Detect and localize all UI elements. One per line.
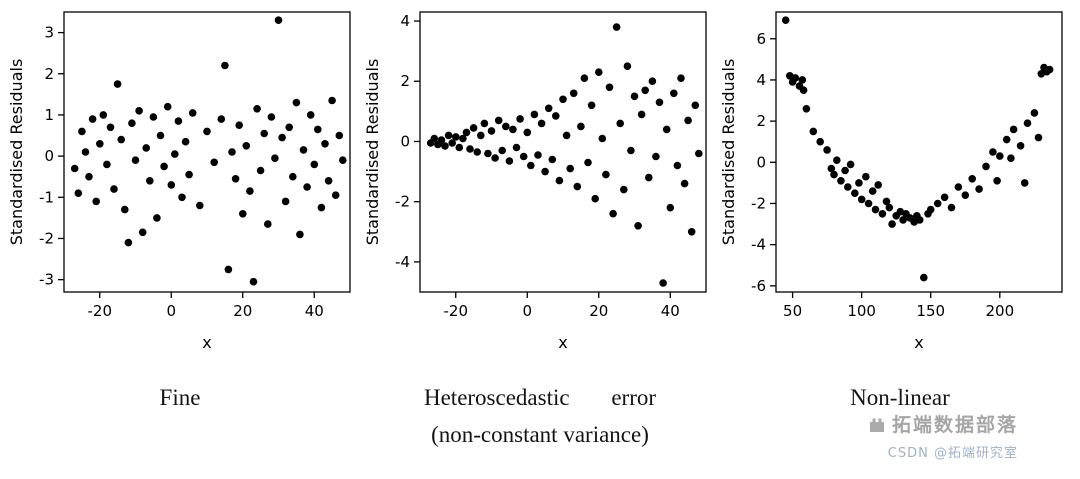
svg-text:100: 100 — [847, 302, 876, 320]
svg-text:200: 200 — [986, 302, 1015, 320]
svg-text:-1: -1 — [39, 188, 54, 206]
svg-text:20: 20 — [589, 302, 608, 320]
svg-text:-3: -3 — [39, 271, 54, 289]
svg-text:-2: -2 — [751, 194, 766, 212]
svg-text:-20: -20 — [444, 302, 469, 320]
svg-text:-6: -6 — [751, 277, 766, 295]
y-axis-label-fine: Standardised Residuals — [7, 59, 26, 246]
svg-text:-2: -2 — [395, 193, 410, 211]
svg-text:40: 40 — [305, 302, 324, 320]
x-axis-label-nonlinear: x — [914, 333, 923, 352]
watermark-castle-icon — [867, 414, 887, 434]
svg-text:20: 20 — [233, 302, 252, 320]
svg-text:4: 4 — [756, 71, 766, 89]
x-axis-label-fine: x — [202, 333, 211, 352]
svg-text:1: 1 — [44, 106, 54, 124]
svg-text:-4: -4 — [395, 253, 410, 271]
svg-text:150: 150 — [916, 302, 945, 320]
svg-text:0: 0 — [166, 302, 176, 320]
svg-text:6: 6 — [756, 30, 766, 48]
svg-text:4: 4 — [400, 12, 410, 30]
chart-row: -20 0 20 40 -3 -2 -1 0 1 2 3 Standardised Residual… — [6, 4, 1074, 354]
caption-fine: Fine — [0, 384, 360, 450]
caption-fine-text: Fine — [159, 385, 201, 410]
y-axis-label-nonlinear: Standardised Residuals — [719, 59, 738, 246]
scatter-plot-fine: -20 0 20 40 -3 -2 -1 0 1 2 3 Standardised Residual… — [7, 11, 351, 352]
svg-text:0: 0 — [44, 147, 54, 165]
svg-text:2: 2 — [44, 65, 54, 83]
scatter-panel-fine: -20 0 20 40 -3 -2 -1 0 1 2 3 Standardised Residual… — [6, 4, 362, 354]
watermark: 拓端数据部落 CSDN @拓端研究室 — [867, 410, 1018, 461]
caption-heteroscedastic: Heteroscedastic error (non-constant vari… — [360, 384, 720, 450]
svg-text:50: 50 — [783, 302, 802, 320]
svg-text:40: 40 — [661, 302, 680, 320]
caption-heteroscedastic-line1: Heteroscedastic error — [423, 385, 657, 410]
scatter-plot-nonlinear: 50 100 150 200 -6 -4 -2 0 2 4 6 Standardised Resid… — [719, 11, 1063, 352]
svg-text:0: 0 — [522, 302, 532, 320]
watermark-credit-text: CSDN @拓端研究室 — [887, 446, 1018, 461]
x-axis-label-heteroscedastic: x — [558, 333, 567, 352]
watermark-brand: 拓端数据部落 — [867, 410, 1018, 437]
caption-heteroscedastic-line2: (non-constant variance) — [431, 421, 649, 447]
svg-text:3: 3 — [44, 24, 54, 42]
y-axis-label-heteroscedastic: Standardised Residuals — [363, 59, 382, 246]
captions-row: Fine Heteroscedastic error (non-constant… — [0, 384, 1080, 450]
scatter-panel-heteroscedastic: -20 0 20 40 -4 -2 0 2 4 Standardised Residuals x — [362, 4, 718, 354]
caption-nonlinear-text: Non-linear — [850, 385, 950, 410]
svg-text:-2: -2 — [39, 229, 54, 247]
scatter-panel-nonlinear: 50 100 150 200 -6 -4 -2 0 2 4 6 Standardised Resid… — [718, 4, 1074, 354]
caption-nonlinear: Non-linear — [720, 384, 1080, 450]
svg-text:0: 0 — [400, 132, 410, 150]
svg-text:-4: -4 — [751, 236, 766, 254]
svg-text:2: 2 — [400, 72, 410, 90]
svg-text:0: 0 — [756, 153, 766, 171]
svg-text:-20: -20 — [88, 302, 113, 320]
watermark-brand-text: 拓端数据部落 — [891, 414, 1018, 436]
svg-text:2: 2 — [756, 112, 766, 130]
